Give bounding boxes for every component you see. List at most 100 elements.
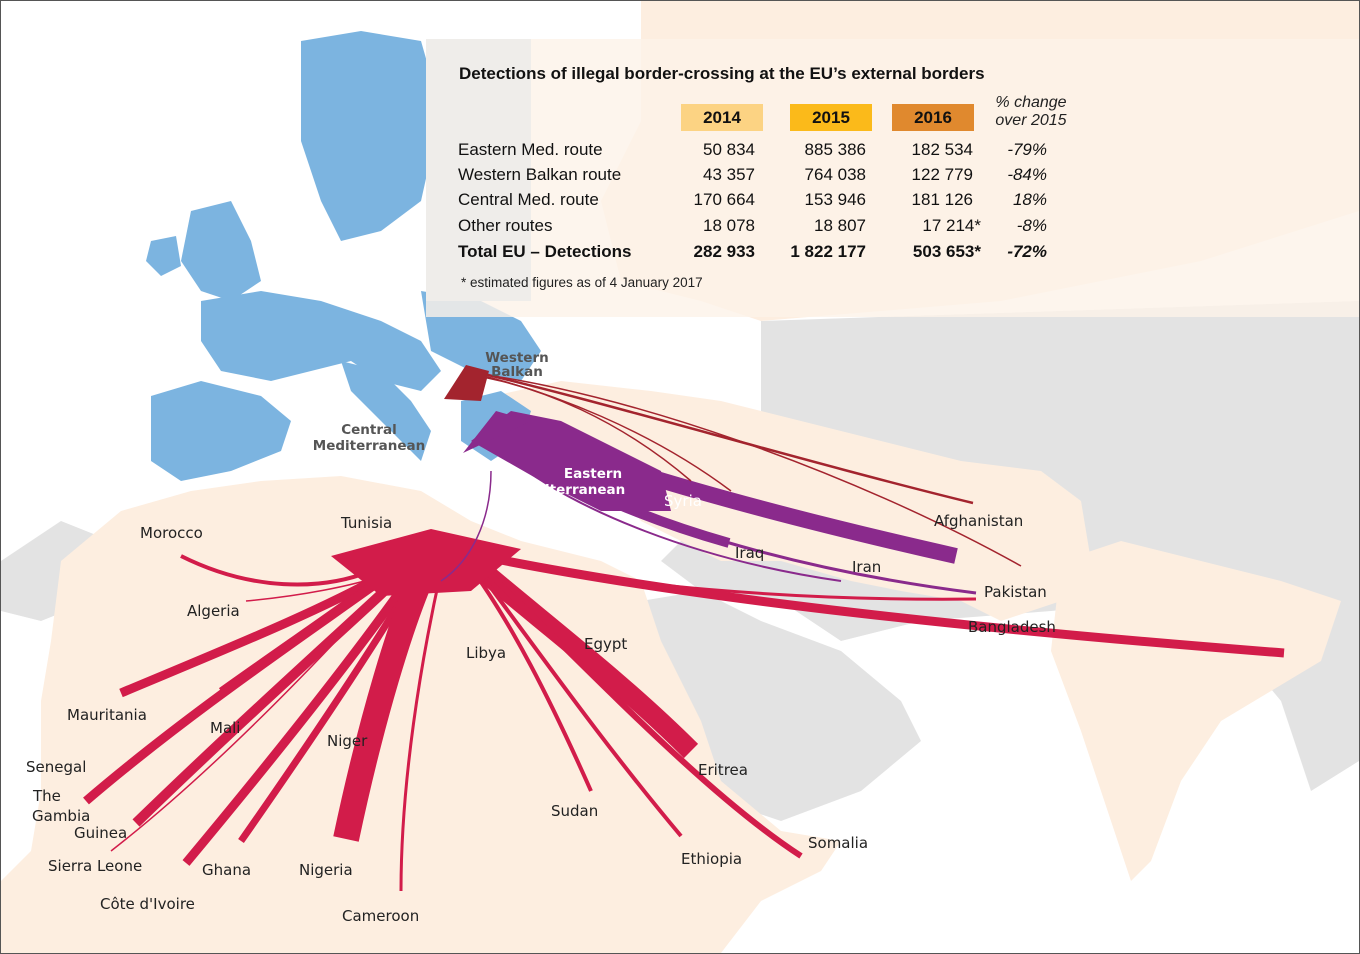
central-med-flows (83, 551, 1285, 892)
land-middle-east (471, 381, 1091, 621)
row-value-2015: 764 038 (804, 165, 866, 184)
flow-afghanistan-wb (470, 369, 974, 505)
row-pct-change: -84% (1007, 165, 1047, 184)
flow-sierra-leone (110, 575, 397, 852)
label-cameroon: Cameroon (342, 907, 419, 925)
flow-senegal (83, 562, 404, 805)
label-guinea: Guinea (74, 824, 127, 842)
row-value-2015: 885 386 (804, 140, 866, 159)
flow-syria-wb (470, 374, 692, 482)
label-pakistan: Pakistan (984, 583, 1047, 601)
row-value-2014: 18 078 (703, 216, 755, 235)
row-value-2015: 18 807 (814, 216, 866, 235)
eu-italy (341, 361, 431, 461)
label-eritrea: Eritrea (698, 761, 748, 779)
label-sudan: Sudan (551, 802, 598, 820)
flow-egypt-east (440, 470, 492, 582)
label-ghana: Ghana (202, 861, 251, 879)
year-header-2015: 2015 (790, 104, 872, 131)
row-pct-change: -8% (1016, 216, 1047, 235)
row-value-2014: 43 357 (703, 165, 755, 184)
pct-change-header-line2: over 2015 (995, 112, 1067, 129)
label-afghanistan: Afghanistan (934, 512, 1023, 530)
western-balkan-arrowhead (444, 365, 489, 401)
table-row: Central Med. route 170 664 153 946 181 1… (458, 190, 1078, 215)
total-value-2015: 1 822 177 (790, 242, 866, 261)
row-value-2014: 50 834 (703, 140, 755, 159)
row-value-2016: 17 214* (922, 216, 981, 235)
year-header-2014: 2014 (681, 104, 763, 131)
total-value-2016: 503 653* (912, 242, 981, 261)
label-cote-divoire: Côte d'Ivoire (100, 895, 195, 913)
total-name: Total EU – Detections (458, 242, 632, 261)
row-value-2015: 153 946 (804, 190, 866, 209)
label-ethiopia: Ethiopia (681, 850, 742, 868)
table-footnote: * estimated figures as of 4 January 2017 (461, 275, 703, 290)
label-syria: Syria (664, 492, 702, 510)
eastern-med-arrow-body (471, 411, 671, 511)
row-pct-change: 18% (1012, 190, 1047, 209)
eu-uk (181, 201, 261, 301)
label-iran: Iran (852, 558, 881, 576)
eastern-med-arrowhead (463, 411, 531, 453)
flow-mauritania (119, 567, 394, 698)
label-mali: Mali (210, 719, 240, 737)
flow-somalia (473, 558, 803, 859)
table-row: Eastern Med. route 50 834 885 386 182 53… (458, 140, 1078, 165)
label-somalia: Somalia (808, 834, 868, 852)
label-gambia-2: Gambia (32, 807, 90, 825)
flow-sudan (464, 559, 593, 792)
table-title: Detections of illegal border-crossing at… (459, 64, 985, 83)
eu-ireland (146, 236, 181, 276)
table-row: Other routes 18 078 18 807 17 214* -8% (458, 216, 1078, 241)
flow-ethiopia (469, 559, 683, 838)
western-balkan-flows (470, 369, 1022, 567)
row-pct-change: -79% (1007, 140, 1047, 159)
row-name: Central Med. route (458, 190, 599, 209)
row-name: Other routes (458, 216, 553, 235)
row-name: Eastern Med. route (458, 140, 603, 159)
total-pct-change: -72% (1007, 242, 1047, 261)
label-egypt: Egypt (584, 635, 627, 653)
pct-change-header-line1: % change (995, 94, 1067, 111)
label-senegal: Senegal (26, 758, 86, 776)
route-label-eastern-med-2: Mediterranean (513, 482, 625, 498)
label-gambia-1: The (32, 787, 61, 805)
table-total-row: Total EU – Detections 282 933 1 822 177 … (458, 242, 1078, 267)
label-iraq: Iraq (735, 544, 764, 562)
flow-morocco (180, 554, 372, 587)
row-value-2014: 170 664 (693, 190, 755, 209)
land-india (1051, 541, 1341, 881)
label-mauritania: Mauritania (67, 706, 147, 724)
label-algeria: Algeria (187, 602, 240, 620)
label-bangladesh: Bangladesh (968, 618, 1056, 636)
flow-pakistan-central (490, 554, 977, 601)
route-label-western-balkan-1: Western (485, 350, 548, 366)
label-niger: Niger (327, 732, 368, 750)
flow-cameroon (399, 570, 443, 892)
eu-scandinavia (301, 31, 441, 241)
eu-central (201, 291, 441, 391)
label-libya: Libya (466, 644, 506, 662)
table-row: Western Balkan route 43 357 764 038 122 … (458, 165, 1078, 190)
eu-iberia (151, 381, 291, 481)
row-value-2016: 181 126 (911, 190, 973, 209)
row-value-2016: 182 534 (911, 140, 973, 159)
label-tunisia: Tunisia (340, 514, 392, 532)
label-nigeria: Nigeria (299, 861, 353, 879)
flow-pakistan-wb (470, 372, 1022, 567)
route-label-eastern-med-1: Eastern (564, 466, 622, 482)
row-value-2016: 122 779 (911, 165, 973, 184)
table-panel (426, 39, 1359, 317)
label-morocco: Morocco (140, 524, 203, 542)
flow-guinea (182, 573, 415, 866)
route-label-central-med-2: Mediterranean (313, 438, 425, 454)
route-label-western-balkan-2: Balkan (491, 364, 543, 380)
row-name: Western Balkan route (458, 165, 622, 184)
route-label-central-med-1: Central (341, 422, 397, 438)
year-header-2016: 2016 (892, 104, 974, 131)
label-sierra-leone: Sierra Leone (48, 857, 142, 875)
pct-change-header: % change over 2015 (984, 94, 1078, 130)
total-value-2014: 282 933 (693, 242, 755, 261)
